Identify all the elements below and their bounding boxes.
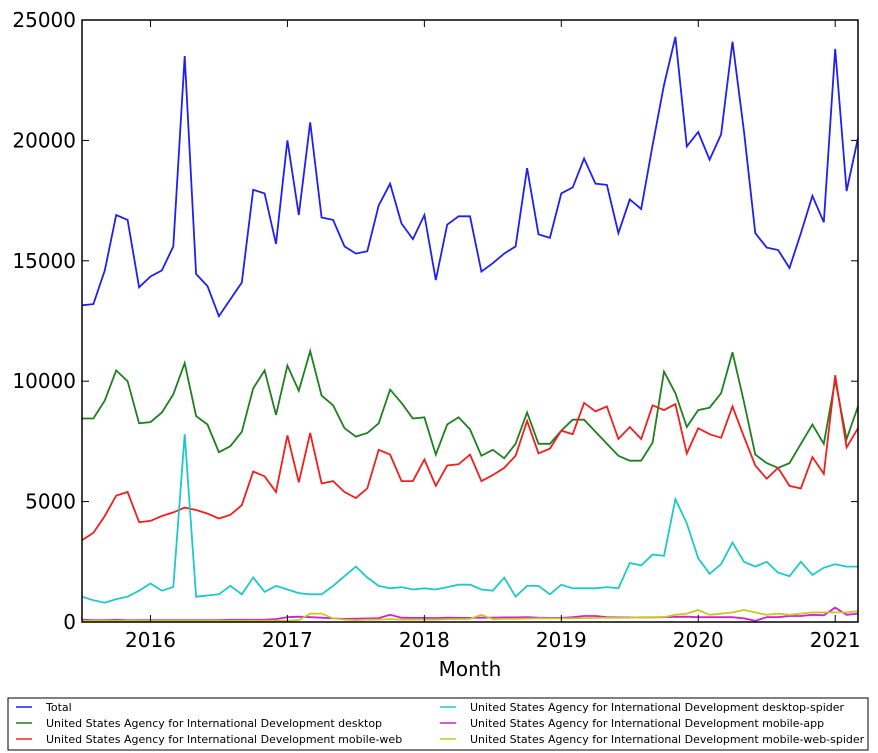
legend: Total United States Agency for Internatio… [16, 701, 865, 746]
series-line-4 [81, 434, 858, 604]
y-tick-label: 25000 [12, 8, 76, 32]
legend-label: United States Agency for International D… [46, 733, 402, 746]
y-tick-label: 20000 [12, 128, 76, 152]
y-tick-label: 15000 [12, 249, 76, 273]
x-tick-label: 2021 [810, 628, 861, 652]
legend-label: United States Agency for International D… [470, 733, 865, 746]
legend-item: United States Agency for International D… [440, 701, 845, 714]
x-tick-label: 2019 [536, 628, 587, 652]
series-line-2 [82, 347, 859, 469]
y-tick-label: 10000 [12, 369, 76, 393]
series-line-3 [81, 375, 859, 541]
series-line-1 [81, 36, 859, 319]
x-tick-label: 2018 [399, 628, 450, 652]
y-tick-label: 5000 [25, 490, 76, 514]
x-tick-label: 2017 [262, 628, 313, 652]
legend-item: United States Agency for International D… [440, 733, 865, 746]
legend-label: United States Agency for International D… [470, 717, 824, 730]
series-line-6 [82, 609, 859, 622]
legend-label: Total [45, 701, 72, 714]
series-layer [81, 36, 859, 622]
legend-item: United States Agency for International D… [16, 733, 402, 746]
legend-label: United States Agency for International D… [46, 717, 382, 730]
x-tick-label: 2016 [125, 628, 176, 652]
legend-item: Total [16, 701, 72, 714]
legend-box [7, 697, 869, 751]
x-tick-label: 2020 [673, 628, 724, 652]
legend-item: United States Agency for International D… [16, 717, 382, 730]
legend-item: United States Agency for International D… [440, 717, 824, 730]
plot-area [82, 20, 858, 622]
tick-layer: 0 5000 10000 15000 20000 25000 2016 2017 2018 201… [12, 8, 860, 652]
plot-frame [81, 19, 859, 623]
y-tick-label: 0 [63, 610, 76, 634]
legend-label: United States Agency for International D… [470, 701, 845, 714]
x-axis-label: Month [439, 657, 502, 681]
